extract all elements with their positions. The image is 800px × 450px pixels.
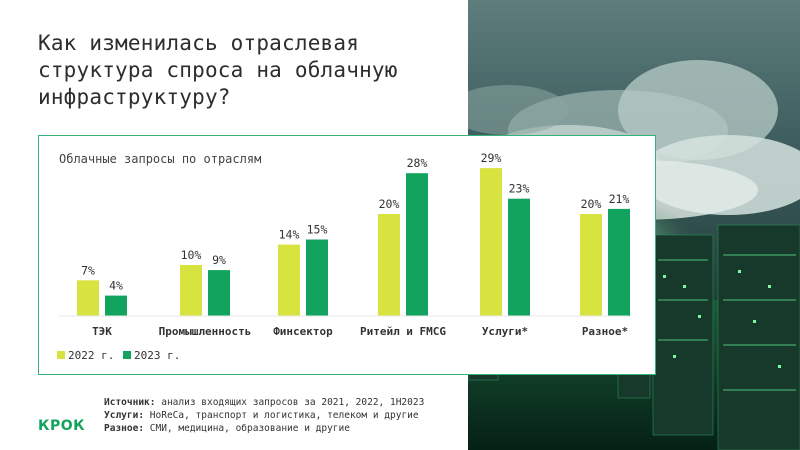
data-label: 10% bbox=[181, 248, 202, 262]
data-label: 20% bbox=[379, 197, 400, 211]
bar-2023 bbox=[208, 270, 230, 316]
bars-layer: 7% 4% 10% 9% 14% 15% 20% 28% 29% 23% 20% 21% bbox=[77, 151, 630, 316]
category-label: ТЭК bbox=[92, 325, 112, 338]
footnotes: Источник: анализ входящих запросов за 20… bbox=[104, 396, 424, 435]
bar-2022 bbox=[580, 214, 602, 316]
bar-2023 bbox=[608, 208, 630, 316]
bar-2022 bbox=[278, 244, 300, 316]
bar-2023 bbox=[306, 239, 328, 316]
bar-2023 bbox=[406, 173, 428, 316]
chart-card: Облачные запросы по отраслям 7% 4% 10% 9% 14… bbox=[38, 135, 656, 375]
footnote-source: Источник: анализ входящих запросов за 20… bbox=[104, 396, 424, 409]
footnote-services-label: Услуги: bbox=[104, 410, 145, 421]
category-label: Ритейл и FMCG bbox=[360, 325, 446, 338]
chart-title: Облачные запросы по отраслям bbox=[59, 152, 261, 166]
data-label: 23% bbox=[509, 182, 530, 196]
legend-swatch bbox=[57, 351, 65, 359]
data-label: 15% bbox=[307, 223, 328, 237]
bar-2023 bbox=[508, 198, 530, 316]
data-label: 21% bbox=[609, 192, 630, 206]
category-label: Услуги* bbox=[482, 325, 528, 338]
category-labels: ТЭК Промышленность Финсектор Ритейл и FMCG У… bbox=[92, 325, 628, 338]
legend-label: 2022 г. bbox=[68, 349, 114, 362]
footnote-source-text: анализ входящих запросов за 2021, 2022, … bbox=[161, 397, 425, 408]
footnote-source-label: Источник: bbox=[104, 397, 156, 408]
category-label: Финсектор bbox=[273, 325, 333, 338]
legend-swatch bbox=[123, 351, 131, 359]
data-label: 14% bbox=[279, 228, 300, 242]
data-label: 29% bbox=[481, 151, 502, 165]
footnote-other-label: Разное: bbox=[104, 423, 145, 434]
bar-2022 bbox=[378, 214, 400, 316]
data-label: 28% bbox=[407, 156, 428, 170]
legend: 2022 г. 2023 г. bbox=[57, 349, 180, 362]
bar-2022 bbox=[77, 280, 99, 316]
bar-2022 bbox=[180, 265, 202, 316]
data-label: 20% bbox=[581, 197, 602, 211]
data-label: 7% bbox=[81, 263, 95, 277]
footnote-other: Разное: СМИ, медицина, образование и дру… bbox=[104, 422, 424, 435]
bar-2023 bbox=[105, 295, 127, 316]
bar-2022 bbox=[480, 168, 502, 316]
data-label: 4% bbox=[109, 279, 123, 293]
footnote-services: Услуги: HoReCa, транспорт и логистика, т… bbox=[104, 409, 424, 422]
legend-label: 2023 г. bbox=[134, 349, 180, 362]
footnote-other-text: СМИ, медицина, образование и другие bbox=[149, 423, 350, 434]
category-label: Разное* bbox=[582, 325, 628, 338]
footnote-services-text: HoReCa, транспорт и логистика, телеком и… bbox=[149, 410, 419, 421]
krok-logo: КРОК bbox=[38, 418, 86, 434]
data-label: 9% bbox=[212, 253, 226, 267]
bar-chart: Облачные запросы по отраслям 7% 4% 10% 9% 14… bbox=[57, 151, 630, 362]
page-title: Как изменилась отраслевая структура спро… bbox=[38, 31, 398, 109]
category-label: Промышленность bbox=[159, 325, 252, 338]
